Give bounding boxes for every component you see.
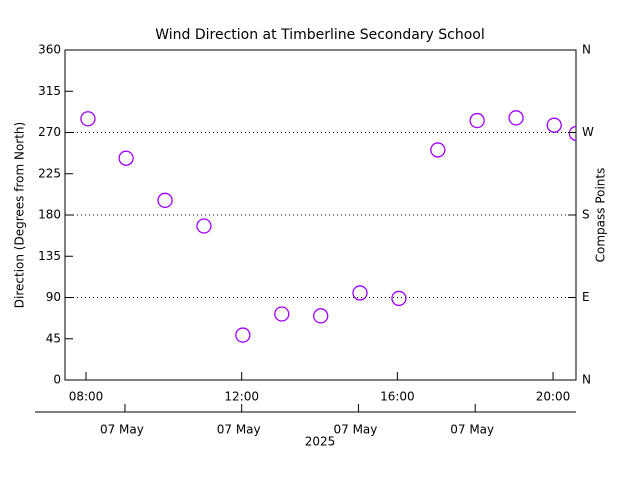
data-point (568, 125, 576, 142)
data-point (469, 112, 485, 129)
data-point (118, 150, 134, 166)
data-point (508, 110, 524, 126)
data-point (430, 142, 446, 158)
marks-group (80, 110, 576, 343)
x-tick-label: 08:00 (69, 390, 104, 404)
y2-axis-label: Compass Points (594, 168, 608, 263)
data-point (313, 308, 329, 324)
date-tick-label: 07 May (450, 423, 494, 437)
data-point (352, 285, 368, 301)
data-point (80, 111, 96, 127)
y-tick-label: 270 (38, 125, 61, 139)
y2-tick-label: N (582, 373, 591, 387)
data-point (391, 290, 407, 307)
y2-tick-label: E (582, 290, 590, 304)
y-tick-label: 0 (53, 373, 61, 387)
y2-tick-label: W (582, 125, 594, 139)
data-point (546, 117, 562, 133)
x-tick-label: 12:00 (224, 390, 259, 404)
x-tick-label: 16:00 (380, 390, 415, 404)
y-tick-label: 360 (38, 43, 61, 57)
y-tick-label: 135 (38, 249, 61, 263)
y2-tick-label: S (582, 208, 590, 222)
data-point (274, 306, 290, 322)
date-tick-label: 07 May (217, 423, 261, 437)
x-tick-label: 20:00 (536, 390, 571, 404)
y-tick-label: 180 (38, 208, 61, 222)
y2-tick-label: N (582, 43, 591, 57)
data-point (196, 218, 212, 234)
y-tick-label: 315 (38, 84, 61, 98)
y-tick-label: 45 (46, 331, 61, 345)
data-point (157, 192, 173, 208)
y-axis-label: Direction (Degrees from North) (13, 122, 27, 308)
chart-title: Wind Direction at Timberline Secondary S… (155, 27, 485, 43)
y-tick-label: 225 (38, 166, 61, 180)
date-tick-label: 07 May (100, 423, 144, 437)
date-tick-label: 07 May (333, 423, 377, 437)
year-label: 2025 (305, 435, 336, 449)
data-point (235, 327, 251, 343)
y-tick-label: 90 (46, 290, 61, 304)
